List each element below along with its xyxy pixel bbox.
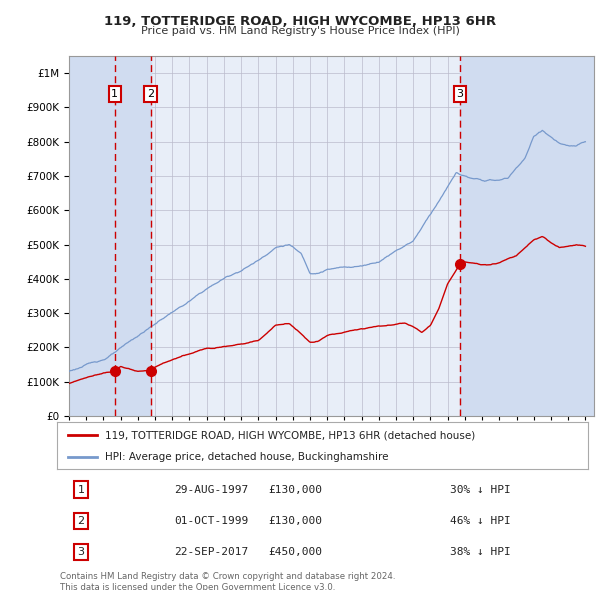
Bar [69,56,115,416]
Bar [460,56,594,416]
Text: 30% ↓ HPI: 30% ↓ HPI [450,484,511,494]
Text: 2: 2 [77,516,85,526]
Bar [115,56,151,416]
Text: 119, TOTTERIDGE ROAD, HIGH WYCOMBE, HP13 6HR (detached house): 119, TOTTERIDGE ROAD, HIGH WYCOMBE, HP13… [105,430,475,440]
Text: 38% ↓ HPI: 38% ↓ HPI [450,547,511,557]
Text: Price paid vs. HM Land Registry's House Price Index (HPI): Price paid vs. HM Land Registry's House … [140,26,460,36]
Text: 1: 1 [111,88,118,99]
Text: HPI: Average price, detached house, Buckinghamshire: HPI: Average price, detached house, Buck… [105,453,388,462]
Text: 3: 3 [77,547,85,557]
Text: £450,000: £450,000 [269,547,323,557]
Text: 46% ↓ HPI: 46% ↓ HPI [450,516,511,526]
Text: 29-AUG-1997: 29-AUG-1997 [174,484,248,494]
Text: Contains HM Land Registry data © Crown copyright and database right 2024.
This d: Contains HM Land Registry data © Crown c… [60,572,395,590]
Text: 2: 2 [147,88,154,99]
Text: 119, TOTTERIDGE ROAD, HIGH WYCOMBE, HP13 6HR: 119, TOTTERIDGE ROAD, HIGH WYCOMBE, HP13… [104,15,496,28]
Text: £130,000: £130,000 [269,484,323,494]
Text: 3: 3 [457,88,464,99]
Text: 22-SEP-2017: 22-SEP-2017 [174,547,248,557]
Text: 01-OCT-1999: 01-OCT-1999 [174,516,248,526]
Text: £130,000: £130,000 [269,516,323,526]
Text: 1: 1 [77,484,85,494]
